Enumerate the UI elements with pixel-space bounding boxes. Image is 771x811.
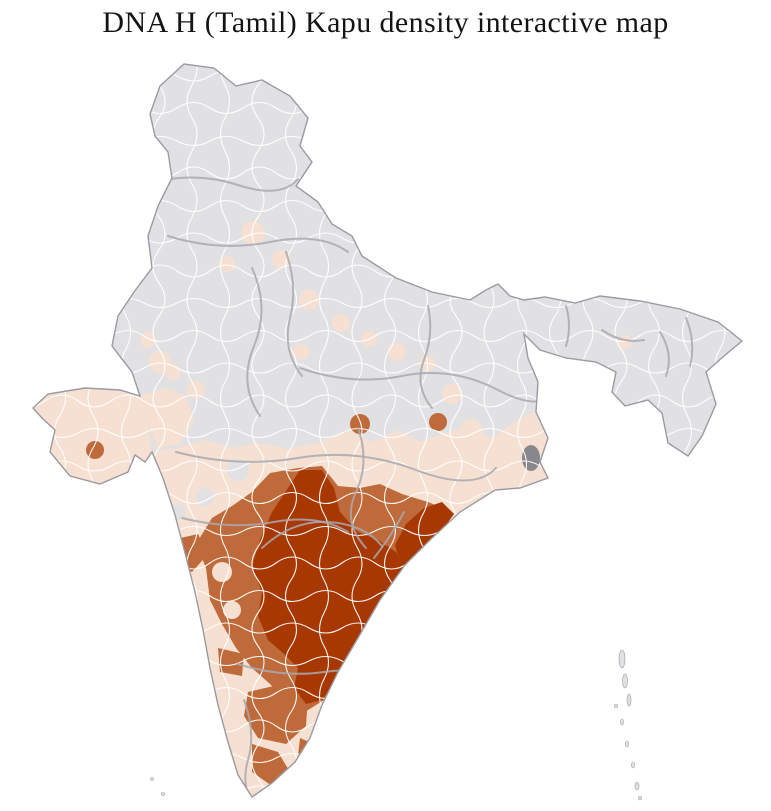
district-boundary-line (33, 622, 742, 634)
district-boundary-line (714, 64, 726, 797)
district-boundary-line (33, 752, 742, 764)
state-boundary-line (373, 511, 405, 559)
district-boundary-line (582, 64, 594, 797)
district-boundary-line (33, 719, 742, 733)
island[interactable] (638, 795, 642, 801)
island[interactable] (614, 703, 618, 709)
pocket-nodata-layer[interactable] (170, 459, 249, 520)
district-boundary-line (33, 686, 742, 700)
district-boundary-line (614, 64, 628, 797)
district-boundary-line (33, 135, 742, 147)
state-boundary-line (299, 367, 561, 403)
district-low[interactable] (678, 282, 698, 302)
state-boundary-line (659, 331, 670, 377)
region-low-gujarat[interactable] (33, 388, 152, 484)
district-low[interactable] (451, 437, 469, 455)
state-boundary-line (565, 305, 570, 347)
state-boundary-line (181, 517, 349, 533)
district-low[interactable] (507, 426, 523, 442)
district-boundary-line (548, 64, 562, 797)
state-boundary-line (167, 235, 349, 253)
district-nodata[interactable] (227, 459, 249, 481)
state-borders-layer (149, 176, 694, 797)
district-low[interactable] (704, 299, 718, 313)
islands-layer[interactable] (150, 649, 642, 801)
district-boundary-line (647, 64, 661, 797)
island[interactable] (618, 649, 626, 669)
region-high-coastal[interactable] (395, 502, 454, 572)
district-low[interactable] (293, 344, 309, 360)
map-title: DNA H (Tamil) Kapu density interactive m… (102, 6, 669, 39)
district-low[interactable] (219, 256, 235, 272)
island[interactable] (625, 740, 629, 748)
island[interactable] (620, 718, 624, 726)
district-low[interactable] (442, 384, 462, 404)
district-boundary-line (33, 199, 742, 213)
district-boundary-line (33, 394, 742, 408)
island[interactable] (634, 781, 640, 791)
district-boundary-line (33, 166, 742, 180)
district-low[interactable] (332, 314, 350, 332)
island[interactable] (150, 777, 154, 781)
state-boundary-line (601, 329, 645, 342)
district-boundary-line (284, 64, 298, 797)
district-boundary-line (33, 232, 742, 244)
state-boundary-line (246, 267, 263, 417)
district-low[interactable] (460, 419, 482, 441)
district-boundary-line (33, 362, 742, 374)
district-boundary-line (33, 101, 742, 115)
state-boundary-line (149, 176, 299, 192)
state-boundary-line (419, 305, 433, 409)
state-boundary-line (261, 520, 383, 549)
island[interactable] (626, 693, 632, 707)
district-low[interactable] (241, 221, 265, 245)
island[interactable] (622, 673, 628, 689)
district-boundary-line (251, 64, 265, 797)
island[interactable] (631, 761, 635, 769)
district-boundary-line (33, 589, 742, 603)
district-boundary-line (33, 785, 742, 797)
state-boundary-line (175, 451, 497, 482)
district-nodata[interactable] (196, 488, 214, 506)
district-low[interactable] (388, 343, 406, 361)
district-special-dark[interactable] (522, 445, 540, 471)
island[interactable] (161, 792, 165, 796)
district-boundary-line (33, 655, 742, 667)
district-low[interactable] (149, 351, 171, 373)
district-low[interactable] (223, 601, 241, 619)
state-boundary-line (349, 427, 367, 549)
district-boundary-line (33, 70, 742, 82)
district-medium[interactable] (429, 413, 447, 431)
region-medium-karnataka-south[interactable] (218, 648, 244, 676)
district-boundary-line (33, 329, 742, 343)
state-boundary-line (285, 251, 303, 377)
state-boundary-line (685, 317, 694, 367)
district-medium[interactable] (86, 441, 104, 459)
district-low[interactable] (488, 442, 508, 462)
